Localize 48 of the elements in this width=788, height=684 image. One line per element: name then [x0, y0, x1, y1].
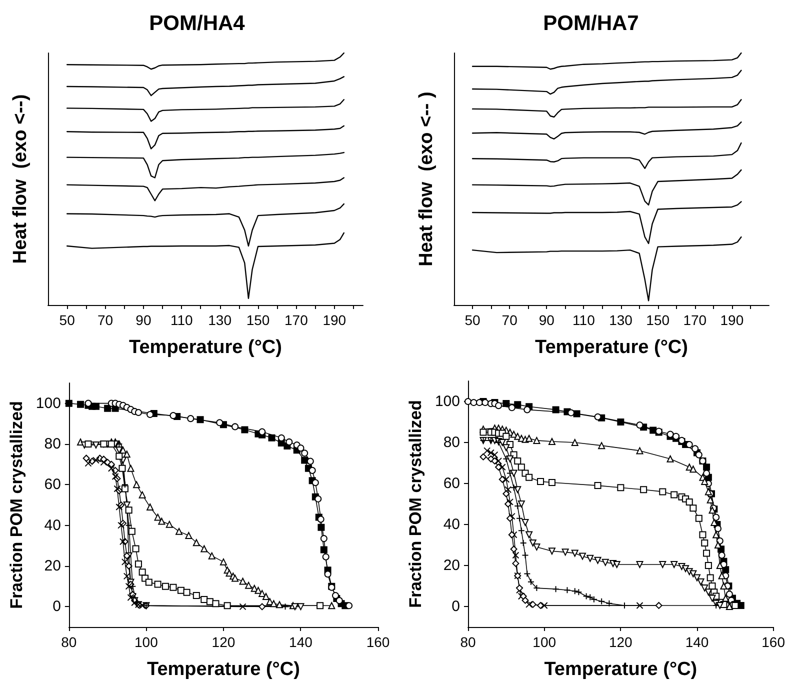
y-axis-title: Fraction POM crystallized: [7, 401, 26, 609]
x-tick-label: 70: [97, 312, 114, 328]
y-tick-label: 100: [36, 394, 61, 412]
y-tick-label: 40: [44, 516, 61, 534]
x-axis-title: Temperature (°C): [535, 337, 688, 358]
x-tick-label: 130: [609, 312, 633, 328]
x-tick-label: 160: [762, 634, 786, 650]
y-tick-label: 100: [434, 393, 460, 410]
x-tick-label: 190: [720, 312, 744, 328]
x-tick-label: 130: [208, 312, 232, 328]
x-tick-label: 90: [136, 312, 152, 328]
chart-title: POM/HA4: [149, 12, 246, 35]
x-tick-label: 80: [61, 634, 77, 650]
x-tick-label: 110: [572, 312, 596, 328]
y-tick-label: 20: [44, 558, 61, 574]
x-tick-label: 140: [289, 634, 313, 650]
x-tick-label: 170: [284, 312, 308, 328]
y-tick-label: 20: [443, 557, 460, 574]
x-tick-label: 90: [538, 312, 555, 328]
y-tick-label: 80: [443, 434, 460, 451]
x-tick-label: 150: [246, 312, 270, 328]
y-tick-label: 60: [443, 475, 460, 492]
y-tick-label: 60: [44, 476, 61, 494]
x-tick-label: 100: [134, 634, 158, 650]
y-axis-title: Fraction POM crystallized: [406, 400, 426, 608]
y-tick-label: 0: [52, 598, 61, 616]
y-tick-label: 0: [452, 598, 460, 615]
x-tick-label: 160: [366, 634, 390, 650]
x-tick-label: 120: [212, 634, 236, 650]
x-axis-title: Temperature (°C): [544, 659, 698, 680]
x-axis-title: Temperature (°C): [146, 659, 300, 680]
x-tick-label: 140: [685, 634, 709, 650]
chart-title: POM/HA7: [543, 12, 639, 35]
x-tick-label: 150: [646, 312, 670, 328]
x-tick-label: 50: [464, 312, 481, 328]
x-tick-label: 190: [322, 312, 346, 328]
y-axis-title: Heat flow (exo <-- ): [416, 92, 437, 266]
x-axis-title: Temperature (°C): [129, 337, 282, 358]
x-tick-label: 120: [608, 634, 633, 650]
x-tick-label: 100: [532, 634, 556, 650]
y-axis-title: Heat flow (exo <--): [10, 94, 31, 264]
y-tick-label: 40: [443, 516, 460, 533]
x-tick-label: 110: [170, 312, 194, 328]
x-tick-label: 80: [460, 634, 476, 650]
x-tick-label: 50: [59, 312, 76, 328]
y-tick-label: 80: [44, 436, 61, 452]
x-tick-label: 170: [683, 312, 707, 328]
x-tick-label: 70: [502, 312, 518, 328]
